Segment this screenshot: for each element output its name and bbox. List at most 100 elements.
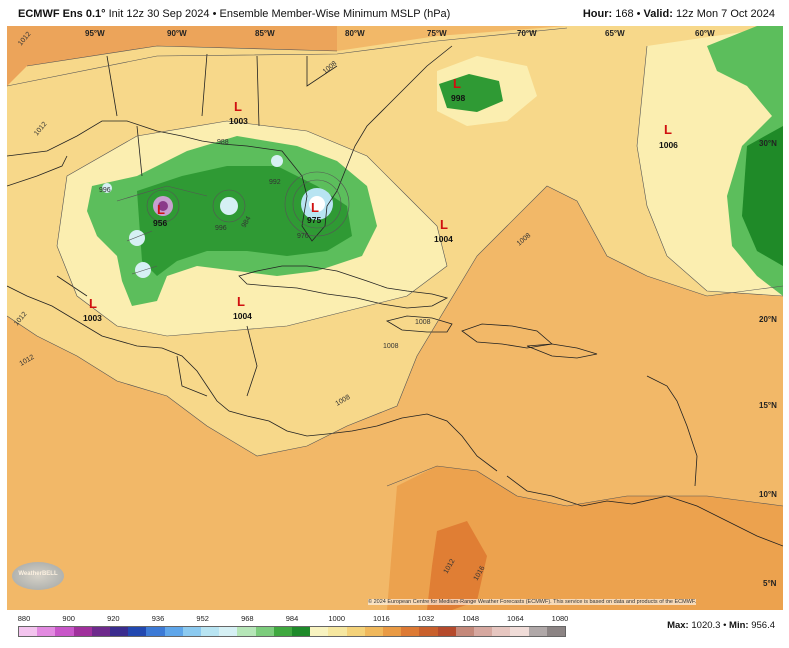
map-svg: 95°W 90°W 85°W 80°W 75°W 70°W 65°W 60°W … bbox=[7, 26, 783, 610]
colorbar-tick-label: 1064 bbox=[506, 614, 524, 623]
colorbar-swatch bbox=[201, 627, 220, 636]
colorbar-tick-labels: 880 900 920 936 952 968 984 1000 1016 1032 1048 106… bbox=[17, 614, 569, 624]
low-symbol: L bbox=[157, 202, 165, 217]
colorbar-tick-label: 880 bbox=[17, 614, 31, 623]
colorbar-swatch bbox=[455, 627, 475, 636]
lat-label: 5°N bbox=[763, 579, 777, 588]
colorbar-tick-label: 1032 bbox=[417, 614, 435, 623]
colorbar-swatch bbox=[110, 627, 129, 636]
lon-label: 95°W bbox=[85, 29, 105, 38]
valid-label: Valid: bbox=[643, 8, 673, 20]
storm-eye-956 bbox=[158, 201, 168, 211]
low-marker: L 1003 bbox=[229, 99, 248, 126]
colorbar-swatch bbox=[401, 627, 420, 636]
product-description: Ensemble Member-Wise Minimum MSLP (hPa) bbox=[219, 8, 451, 20]
low-marker: L 1003 bbox=[83, 296, 102, 323]
weather-map[interactable]: 95°W 90°W 85°W 80°W 75°W 70°W 65°W 60°W … bbox=[7, 26, 783, 610]
colorbar-swatch bbox=[164, 627, 183, 636]
low-value: 975 bbox=[307, 215, 321, 225]
colorbar-swatch bbox=[310, 627, 329, 636]
copyright-credit: © 2024 European Centre for Medium-Range … bbox=[368, 599, 697, 605]
colorbar-swatch bbox=[510, 627, 529, 636]
colorbar-swatch bbox=[91, 627, 111, 636]
low-value: 1003 bbox=[229, 116, 248, 126]
low-value: 1003 bbox=[83, 313, 102, 323]
colorbar-tick-label: 968 bbox=[241, 614, 254, 623]
colorbar-swatch bbox=[146, 627, 165, 636]
header-valid: Hour: 168 • Valid: 12z Mon 7 Oct 2024 bbox=[582, 8, 775, 20]
weatherbell-logo: WeatherBELL bbox=[12, 562, 64, 590]
low-value: 1004 bbox=[233, 311, 252, 321]
lon-label: 80°W bbox=[345, 29, 365, 38]
colorbar-swatch bbox=[182, 627, 202, 636]
colorbar-swatch bbox=[292, 627, 311, 636]
colorbar-swatch bbox=[255, 627, 274, 636]
isobar-label: 1008 bbox=[415, 319, 431, 326]
low-marker: L 1006 bbox=[659, 122, 678, 150]
pressure-field-highland bbox=[427, 521, 487, 610]
coastlines bbox=[7, 45, 783, 547]
max-min-readout: Max: 1020.3 • Min: 956.4 bbox=[667, 620, 775, 631]
colorbar-tick-label: 1016 bbox=[372, 614, 390, 623]
latitude-labels: 30°N 20°N 15°N 10°N 5°N bbox=[759, 139, 777, 588]
low-symbol: L bbox=[237, 294, 245, 309]
low-value: 998 bbox=[451, 93, 465, 103]
isobar-label: 992 bbox=[269, 179, 281, 186]
colorbar-swatch bbox=[273, 627, 293, 636]
colorbar-tick-label: 984 bbox=[285, 614, 299, 623]
storm-center-secondary-5 bbox=[102, 183, 112, 193]
header-title: ECMWF Ens 0.1° Init 12z 30 Sep 2024 • En… bbox=[18, 8, 451, 20]
isobar-label: 984 bbox=[241, 215, 253, 229]
lon-label: 60°W bbox=[695, 29, 715, 38]
valid-time: 12z Mon 7 Oct 2024 bbox=[675, 8, 775, 20]
colorbar-swatch bbox=[492, 627, 511, 636]
storm-eye-975 bbox=[309, 196, 325, 212]
low-markers: L 1003 L 998 L 1006 L 1004 L 1003 L 1004… bbox=[83, 76, 678, 323]
longitude-labels: 95°W 90°W 85°W 80°W 75°W 70°W 65°W 60°W bbox=[85, 29, 715, 38]
low-value: 1006 bbox=[659, 140, 678, 150]
colorbar-swatch bbox=[546, 627, 566, 636]
lat-label: 15°N bbox=[759, 401, 777, 410]
colorbar-swatch bbox=[237, 627, 256, 636]
low-value: 956 bbox=[153, 218, 167, 228]
colorbar-swatch bbox=[37, 627, 56, 636]
low-symbol: L bbox=[311, 200, 319, 215]
low-pressure-core-gulf bbox=[137, 166, 352, 276]
colorbar-swatch bbox=[128, 627, 147, 636]
isobar-label: 996 bbox=[215, 225, 227, 232]
low-marker: L 1004 bbox=[434, 217, 453, 244]
colorbar-swatch bbox=[346, 627, 365, 636]
init-time: Init 12z 30 Sep 2024 bbox=[108, 8, 210, 20]
storm-center-secondary-1 bbox=[129, 230, 145, 246]
lon-label: 70°W bbox=[517, 29, 537, 38]
storm-center-secondary-4 bbox=[271, 155, 283, 167]
colorbar-tick-label: 1080 bbox=[551, 614, 569, 623]
isobar-label: 1008 bbox=[383, 343, 399, 350]
low-symbol: L bbox=[89, 296, 97, 311]
hour-label: Hour: bbox=[582, 8, 613, 20]
colorbar-swatch bbox=[73, 627, 92, 636]
colorbar-tick-label: 1048 bbox=[462, 614, 479, 623]
isobars bbox=[7, 27, 783, 507]
colorbar-swatch bbox=[474, 627, 493, 636]
colorbar-swatch bbox=[383, 627, 402, 636]
colorbar-swatch bbox=[55, 627, 74, 636]
low-marker: L 956 bbox=[153, 202, 167, 228]
low-pressure-core-east bbox=[742, 126, 783, 266]
colorbar-swatch bbox=[19, 627, 38, 636]
colorbar-tick-label: 920 bbox=[107, 614, 120, 623]
low-symbol: L bbox=[440, 217, 448, 232]
max-label: Max: bbox=[667, 620, 689, 631]
low-symbol: L bbox=[453, 76, 461, 91]
lon-label: 90°W bbox=[167, 29, 187, 38]
colorbar-swatches bbox=[18, 626, 566, 637]
colorbar-swatch bbox=[364, 627, 384, 636]
colorbar-tick-label: 936 bbox=[151, 614, 165, 623]
storm-center-secondary-3 bbox=[220, 197, 238, 215]
logo-text: WeatherBELL bbox=[18, 571, 58, 577]
colorbar-swatch bbox=[437, 627, 456, 636]
isobar-label: 996 bbox=[99, 187, 111, 194]
lon-label: 85°W bbox=[255, 29, 275, 38]
colorbar-tick-label: 1000 bbox=[328, 614, 345, 623]
lon-label: 65°W bbox=[605, 29, 625, 38]
